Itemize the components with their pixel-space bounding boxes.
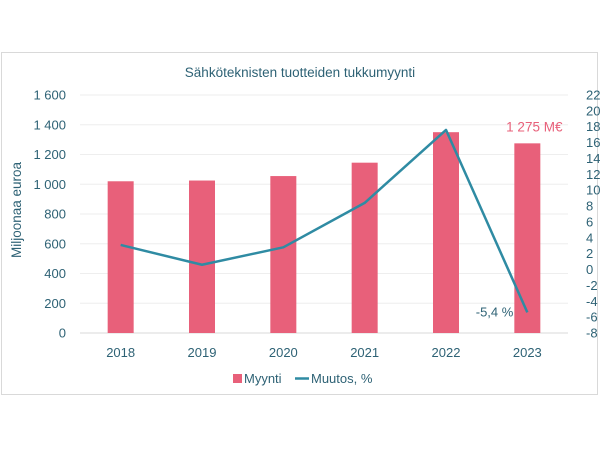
- bar-2023: [514, 143, 541, 333]
- y2-tick-label: -4: [586, 294, 598, 309]
- x-tick-label: 2019: [188, 345, 217, 360]
- bar-2022: [433, 132, 459, 333]
- y2-tick-label: 8: [586, 199, 593, 214]
- y2-tick-label: 2: [586, 246, 593, 261]
- y2-tick-label: 20: [586, 103, 600, 118]
- y-tick-label: 1 000: [33, 177, 66, 192]
- x-tick-label: 2018: [106, 345, 135, 360]
- y-axis-label: Miljoonaa euroa: [9, 161, 24, 258]
- y2-tick-label: 14: [586, 151, 600, 166]
- chart-title: Sähköteknisten tuotteiden tukkumyynti: [185, 65, 415, 80]
- chart-frame: [1, 52, 598, 395]
- y-tick-label: 200: [44, 296, 66, 311]
- legend-swatch-bar: [233, 374, 242, 383]
- x-tick-label: 2023: [513, 345, 542, 360]
- y-tick-label: 1 400: [33, 117, 66, 132]
- y-tick-label: 1 600: [33, 88, 66, 103]
- y-tick-label: 600: [44, 236, 66, 251]
- y2-tick-label: 12: [586, 167, 600, 182]
- x-tick-label: 2021: [350, 345, 379, 360]
- y2-tick-label: -6: [586, 310, 598, 325]
- y2-tick-label: 6: [586, 214, 593, 229]
- y2-tick-label: 0: [586, 262, 593, 277]
- x-tick-label: 2022: [432, 345, 461, 360]
- legend-label-line: Muutos, %: [311, 371, 373, 386]
- bar-2019: [189, 180, 215, 333]
- y2-tick-label: 22: [586, 88, 600, 103]
- legend-label-bar: Myynti: [244, 371, 282, 386]
- y2-tick-label: -8: [586, 326, 598, 341]
- y-tick-label: 800: [44, 207, 66, 222]
- y2-tick-label: 16: [586, 135, 600, 150]
- bar-2020: [270, 176, 297, 333]
- bar-2021: [351, 162, 378, 333]
- y-tick-label: 400: [44, 266, 66, 281]
- line-series-muutos: [120, 128, 529, 313]
- x-tick-label: 2020: [269, 345, 298, 360]
- y2-tick-label: -2: [586, 278, 598, 293]
- y2-tick-label: 10: [586, 183, 600, 198]
- bar-2018: [107, 181, 134, 333]
- y2-tick-label: 18: [586, 119, 600, 134]
- y-tick-label: 0: [59, 326, 66, 341]
- y2-tick-label: 4: [586, 230, 593, 245]
- y-tick-label: 1 200: [33, 147, 66, 162]
- line-annotation: -5,4 %: [476, 304, 514, 319]
- bar-annotation: 1 275 M€: [506, 119, 563, 134]
